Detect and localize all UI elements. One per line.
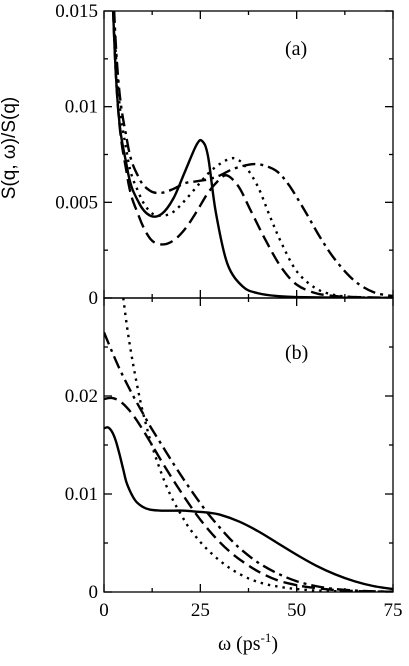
y-tick-label-a: 0.01 <box>65 97 98 118</box>
y-tick-label-a: 0 <box>89 288 99 309</box>
x-tick-label: 0 <box>99 600 109 621</box>
panel-a-ticks: 0 0.005 0.01 0.015 <box>55 1 394 309</box>
y-tick-label-b: 0.02 <box>65 386 98 407</box>
x-tick-label: 50 <box>287 600 306 621</box>
series-dotted-line-a <box>112 11 393 298</box>
series-dashed-line-a <box>111 11 393 298</box>
x-axis-label: ω (ps-1) <box>218 630 278 655</box>
x-tick-label: 75 <box>384 600 403 621</box>
y-tick-label-b: 0.01 <box>65 484 98 505</box>
panel-b-frame <box>103 297 394 593</box>
series-dash-dot-line-a <box>112 11 393 298</box>
series-dash-dot-line-b <box>104 331 393 592</box>
series-solid-line-b <box>104 426 393 591</box>
panel-b-label: (b) <box>285 342 308 364</box>
panel-a: 0 0.005 0.01 0.015 (a) S(q, ω)/S(q) <box>0 1 394 309</box>
y-tick-label-b: 0 <box>89 582 99 603</box>
panel-a-frame <box>103 10 394 299</box>
panel-b: 0 0.01 0.02 0 25 50 75 (b) ω (ps-1) <box>65 297 403 655</box>
series-dashed-line-b <box>104 396 393 592</box>
x-axis-label-main: ω (ps <box>218 633 261 655</box>
y-tick-label-a: 0.005 <box>55 192 98 213</box>
x-axis-label-close: ) <box>271 633 278 655</box>
panel-b-curves <box>104 298 393 592</box>
x-tick-label: 25 <box>191 600 210 621</box>
panel-a-label: (a) <box>285 38 307 60</box>
y-axis-label: S(q, ω)/S(q) <box>0 97 20 199</box>
series-dotted-line-b <box>122 298 393 592</box>
x-axis-label-exponent: -1 <box>261 630 272 645</box>
y-tick-label-a: 0.015 <box>55 1 98 22</box>
panel-a-curves <box>111 11 393 298</box>
series-solid-line-a <box>111 11 393 298</box>
panel-b-ticks: 0 0.01 0.02 0 25 50 75 <box>65 298 403 621</box>
